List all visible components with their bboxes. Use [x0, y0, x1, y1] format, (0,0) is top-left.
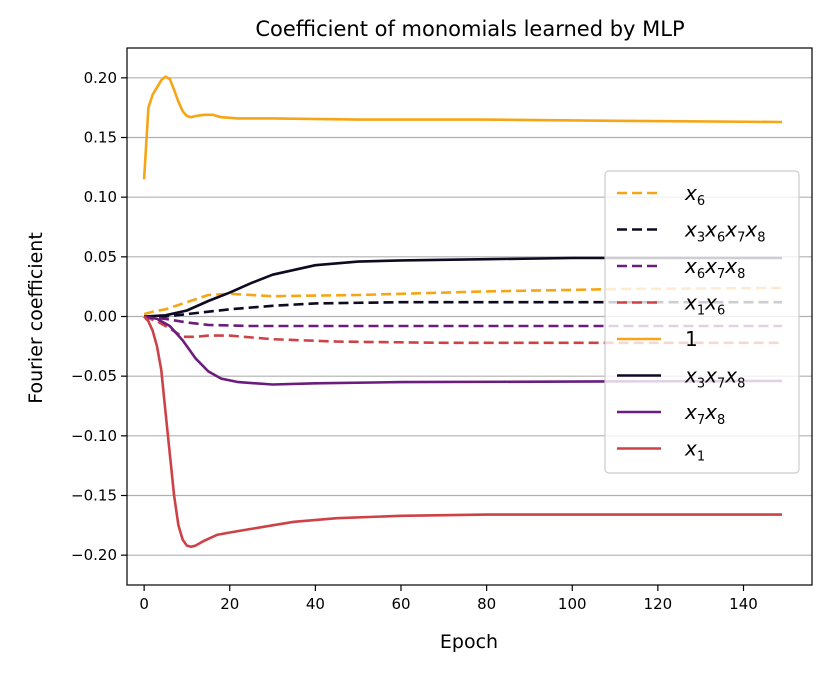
series-line-x3x6x7x8	[144, 300, 782, 318]
legend-label-x1: x1	[684, 437, 705, 465]
x-tick-label: 140	[729, 595, 758, 613]
y-tick-label: 0.20	[84, 69, 117, 87]
series-line-x1	[143, 315, 782, 549]
x-tick-label: 100	[558, 595, 587, 613]
chart-title: Coefficient of monomials learned by MLP	[255, 17, 684, 41]
series-layer	[142, 75, 783, 549]
x-tick-label: 0	[139, 595, 149, 613]
series-line-x3x7x8	[144, 256, 782, 318]
series-line-x6	[143, 286, 783, 316]
legend-label-x1x6: x1x6	[684, 291, 725, 319]
y-axis-title: Fourier coefficient	[25, 232, 47, 404]
ticks-layer: −0.20 −0.15 −0.10 −0.05 0.00 0.05 0.10 0.15 0.20…	[71, 69, 758, 613]
legend-label-x3x7x8: x3x7x8	[684, 364, 745, 392]
series-line-1	[142, 75, 783, 180]
x-tick-label: 80	[477, 595, 496, 613]
series-line-x1x6	[143, 315, 782, 345]
y-tick-label: 0.10	[84, 188, 117, 206]
series-line-x6x7x8	[143, 315, 782, 328]
y-tick-label: −0.10	[71, 427, 117, 445]
x-tick-label: 20	[220, 595, 239, 613]
x-tick-label: 120	[644, 595, 673, 613]
series-line-x7x8	[143, 315, 783, 386]
legend-label-x7x8: x7x8	[684, 400, 725, 428]
legend-label-x6x7x8: x6x7x8	[684, 254, 745, 282]
legend-label-x6: x6	[684, 181, 705, 209]
y-tick-label: 0.05	[84, 248, 117, 266]
y-tick-label: 0.15	[84, 129, 117, 147]
legend-label-x3x6x7x8: x3x6x7x8	[684, 218, 766, 246]
x-tick-label: 60	[391, 595, 410, 613]
y-tick-label: −0.20	[71, 546, 117, 564]
legend-label-1: 1	[685, 327, 698, 351]
legend-box	[604, 170, 800, 474]
legend: x6 x3x6x7x8 x6x7x8 x1x6 1 x3x7x8 x7x8 x1	[604, 170, 800, 474]
x-axis-title: Epoch	[440, 631, 498, 653]
y-tick-label: −0.15	[71, 487, 117, 505]
y-tick-label: −0.05	[71, 367, 117, 385]
y-tick-label: 0.00	[84, 308, 117, 326]
x-tick-label: 40	[306, 595, 325, 613]
